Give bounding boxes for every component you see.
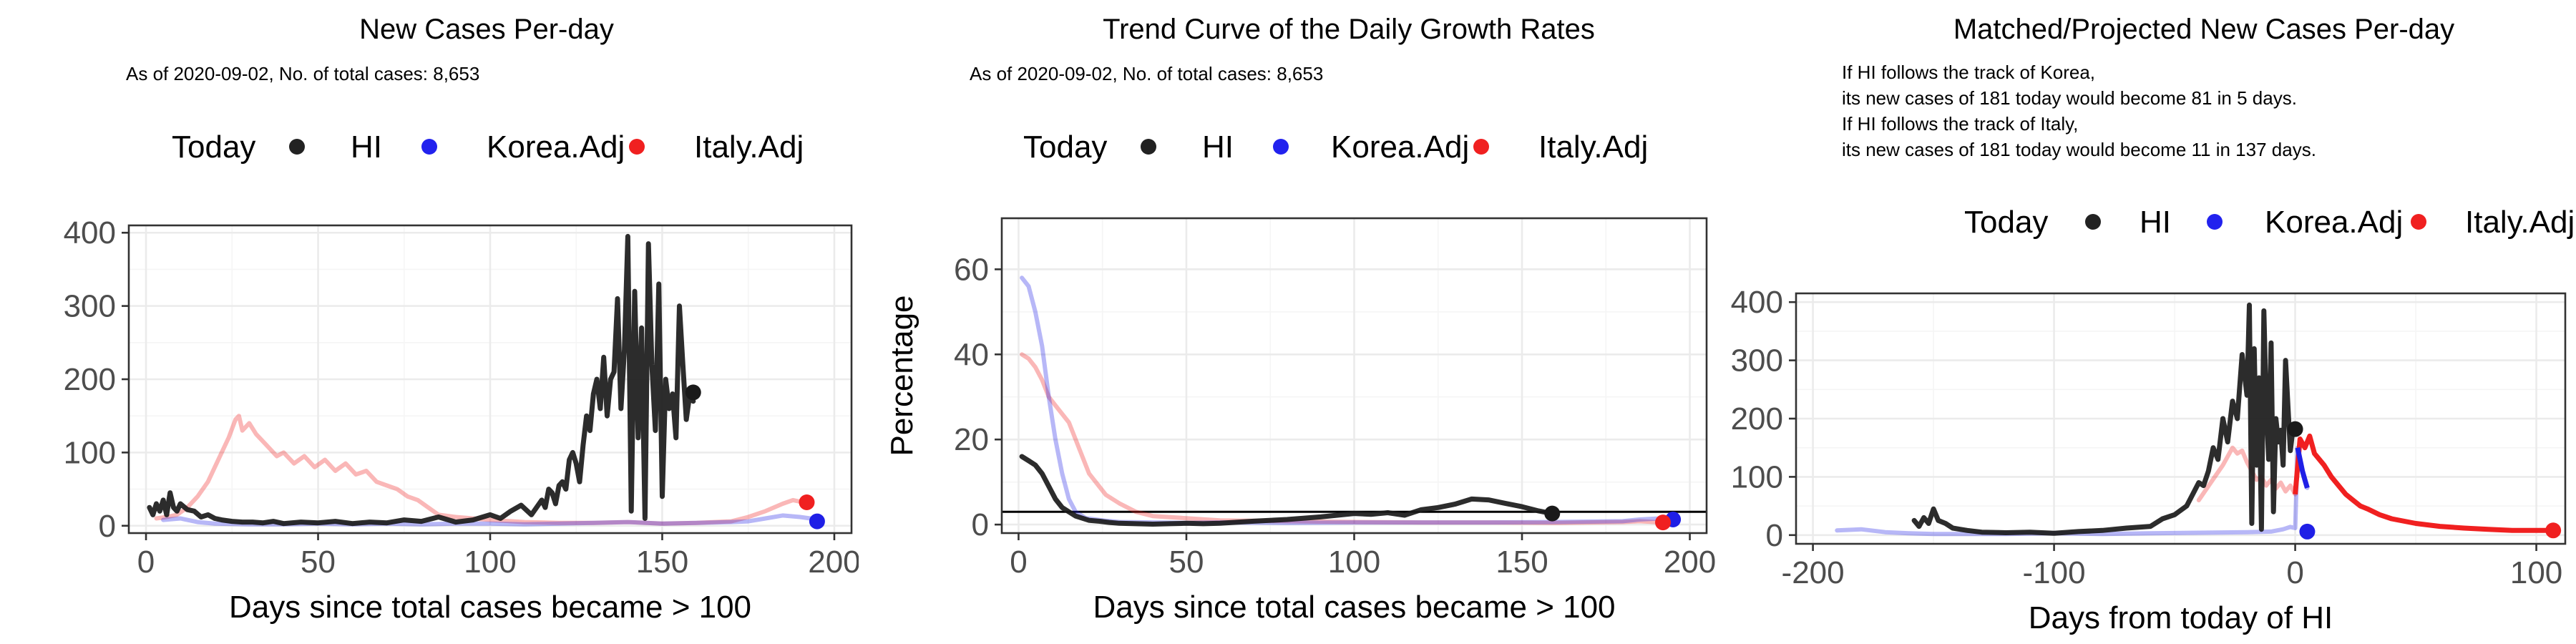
x-axis-title: Days since total cases became > 100: [229, 590, 751, 625]
projection-line-italy-adj: [2293, 433, 2554, 533]
chart-title: New Cases Per-day: [359, 14, 614, 45]
legend-label: HI: [1202, 130, 1234, 165]
y-tick-label: 40: [954, 337, 989, 372]
legend-marker-korea-adj: [421, 139, 437, 155]
legend-marker-italy-adj: [2411, 214, 2426, 230]
series-line-hi: [1019, 454, 1555, 527]
y-axis-title: Percentage: [884, 295, 919, 456]
legend-label: HI: [2140, 205, 2171, 240]
y-tick-label: 300: [64, 289, 116, 324]
series-line-hi: [1911, 302, 2298, 536]
y-tick-label: 0: [972, 507, 989, 542]
chart-title: Matched/Projected New Cases Per-day: [1953, 14, 2454, 45]
x-axis-title: Days since total cases became > 100: [1093, 590, 1615, 625]
x-tick-label: 100: [464, 545, 516, 580]
y-tick-label: 0: [99, 509, 116, 544]
chart-svg: New Cases Per-day As of 2020-09-02, No. …: [64, 14, 859, 625]
legend-title: Today: [172, 130, 255, 165]
x-axis-title: Days from today of HI: [2029, 600, 2333, 635]
legend-marker-italy-adj: [1473, 139, 1489, 155]
legend-marker-korea-adj: [2207, 214, 2223, 230]
today-point-korea-adj: [2299, 523, 2316, 540]
series-line-korea-adj: [1020, 275, 1676, 525]
chart-title: Trend Curve of the Daily Growth Rates: [1103, 14, 1595, 45]
y-tick-label: 400: [64, 215, 116, 250]
y-tick-label: 300: [1731, 343, 1783, 379]
x-tick-label: 200: [1664, 545, 1716, 580]
legend-marker-korea-adj: [1273, 139, 1289, 155]
y-tick-label: 200: [64, 362, 116, 397]
legend-label: Korea.Adj: [1331, 130, 1469, 165]
today-point-italy-adj: [2545, 522, 2562, 539]
chart-note: If HI follows the track of Korea,: [1842, 62, 2095, 83]
y-tick-label: 100: [1731, 459, 1783, 494]
series-line-korea-adj: [1835, 445, 2310, 537]
chart-subtitle: As of 2020-09-02, No. of total cases: 8,…: [970, 63, 1323, 84]
x-tick-label: 100: [1328, 545, 1380, 580]
legend-label: Italy.Adj: [2465, 205, 2575, 240]
projection-line-korea-adj: [2295, 447, 2310, 489]
legend-marker-hi: [1141, 139, 1156, 155]
legend-label: Korea.Adj: [487, 130, 625, 165]
today-point-hi: [2287, 421, 2303, 437]
y-tick-label: 20: [954, 422, 989, 457]
series-line-italy-adj: [1020, 352, 1665, 525]
chart-note: its new cases of 181 today would become …: [1842, 139, 2316, 160]
y-tick-label: 400: [1731, 285, 1783, 320]
series-line-italy-adj: [154, 414, 806, 526]
chart-svg: Matched/Projected New Cases Per-day If H…: [1731, 14, 2575, 635]
today-point-hi: [685, 384, 701, 401]
y-tick-label: 200: [1731, 401, 1783, 436]
legend-marker-hi: [2085, 214, 2101, 230]
legend-marker-hi: [289, 139, 305, 155]
y-tick-label: 0: [1766, 518, 1783, 553]
legend-label: Korea.Adj: [2265, 205, 2403, 240]
x-tick-label: 150: [1496, 545, 1548, 580]
today-point-korea-adj: [809, 513, 825, 530]
x-tick-label: 50: [1169, 545, 1204, 580]
x-tick-label: 0: [2286, 555, 2303, 590]
legend-title: Today: [1023, 130, 1107, 165]
today-point-italy-adj: [799, 494, 815, 510]
x-tick-label: -100: [2023, 555, 2086, 590]
series-line-hi: [147, 233, 696, 527]
x-tick-label: 0: [137, 545, 155, 580]
legend-label: Italy.Adj: [1538, 130, 1648, 165]
chart-svg: Trend Curve of the Daily Growth Rates As…: [884, 14, 1716, 625]
x-tick-label: -200: [1782, 555, 1845, 590]
legend-title: Today: [1964, 205, 2048, 240]
y-tick-label: 60: [954, 252, 989, 287]
legend-marker-italy-adj: [629, 139, 645, 155]
x-tick-label: 50: [301, 545, 336, 580]
chart-subtitle: As of 2020-09-02, No. of total cases: 8,…: [126, 63, 479, 84]
today-point-hi: [1544, 505, 1561, 522]
today-point-italy-adj: [1655, 514, 1672, 531]
chart-panel-growth-rates: Trend Curve of the Daily Growth Rates As…: [859, 0, 1717, 644]
chart-panel-new-cases: New Cases Per-day As of 2020-09-02, No. …: [0, 0, 859, 644]
chart-note: If HI follows the track of Italy,: [1842, 113, 2078, 135]
legend-label: Italy.Adj: [694, 130, 804, 165]
chart-panel-projected: Matched/Projected New Cases Per-day If H…: [1717, 0, 2576, 644]
x-tick-label: 100: [2510, 555, 2562, 590]
x-tick-label: 150: [636, 545, 688, 580]
legend-label: HI: [351, 130, 382, 165]
x-tick-label: 0: [1010, 545, 1027, 580]
x-tick-label: 200: [808, 545, 859, 580]
y-tick-label: 100: [64, 435, 116, 470]
chart-note: its new cases of 181 today would become …: [1842, 87, 2297, 109]
